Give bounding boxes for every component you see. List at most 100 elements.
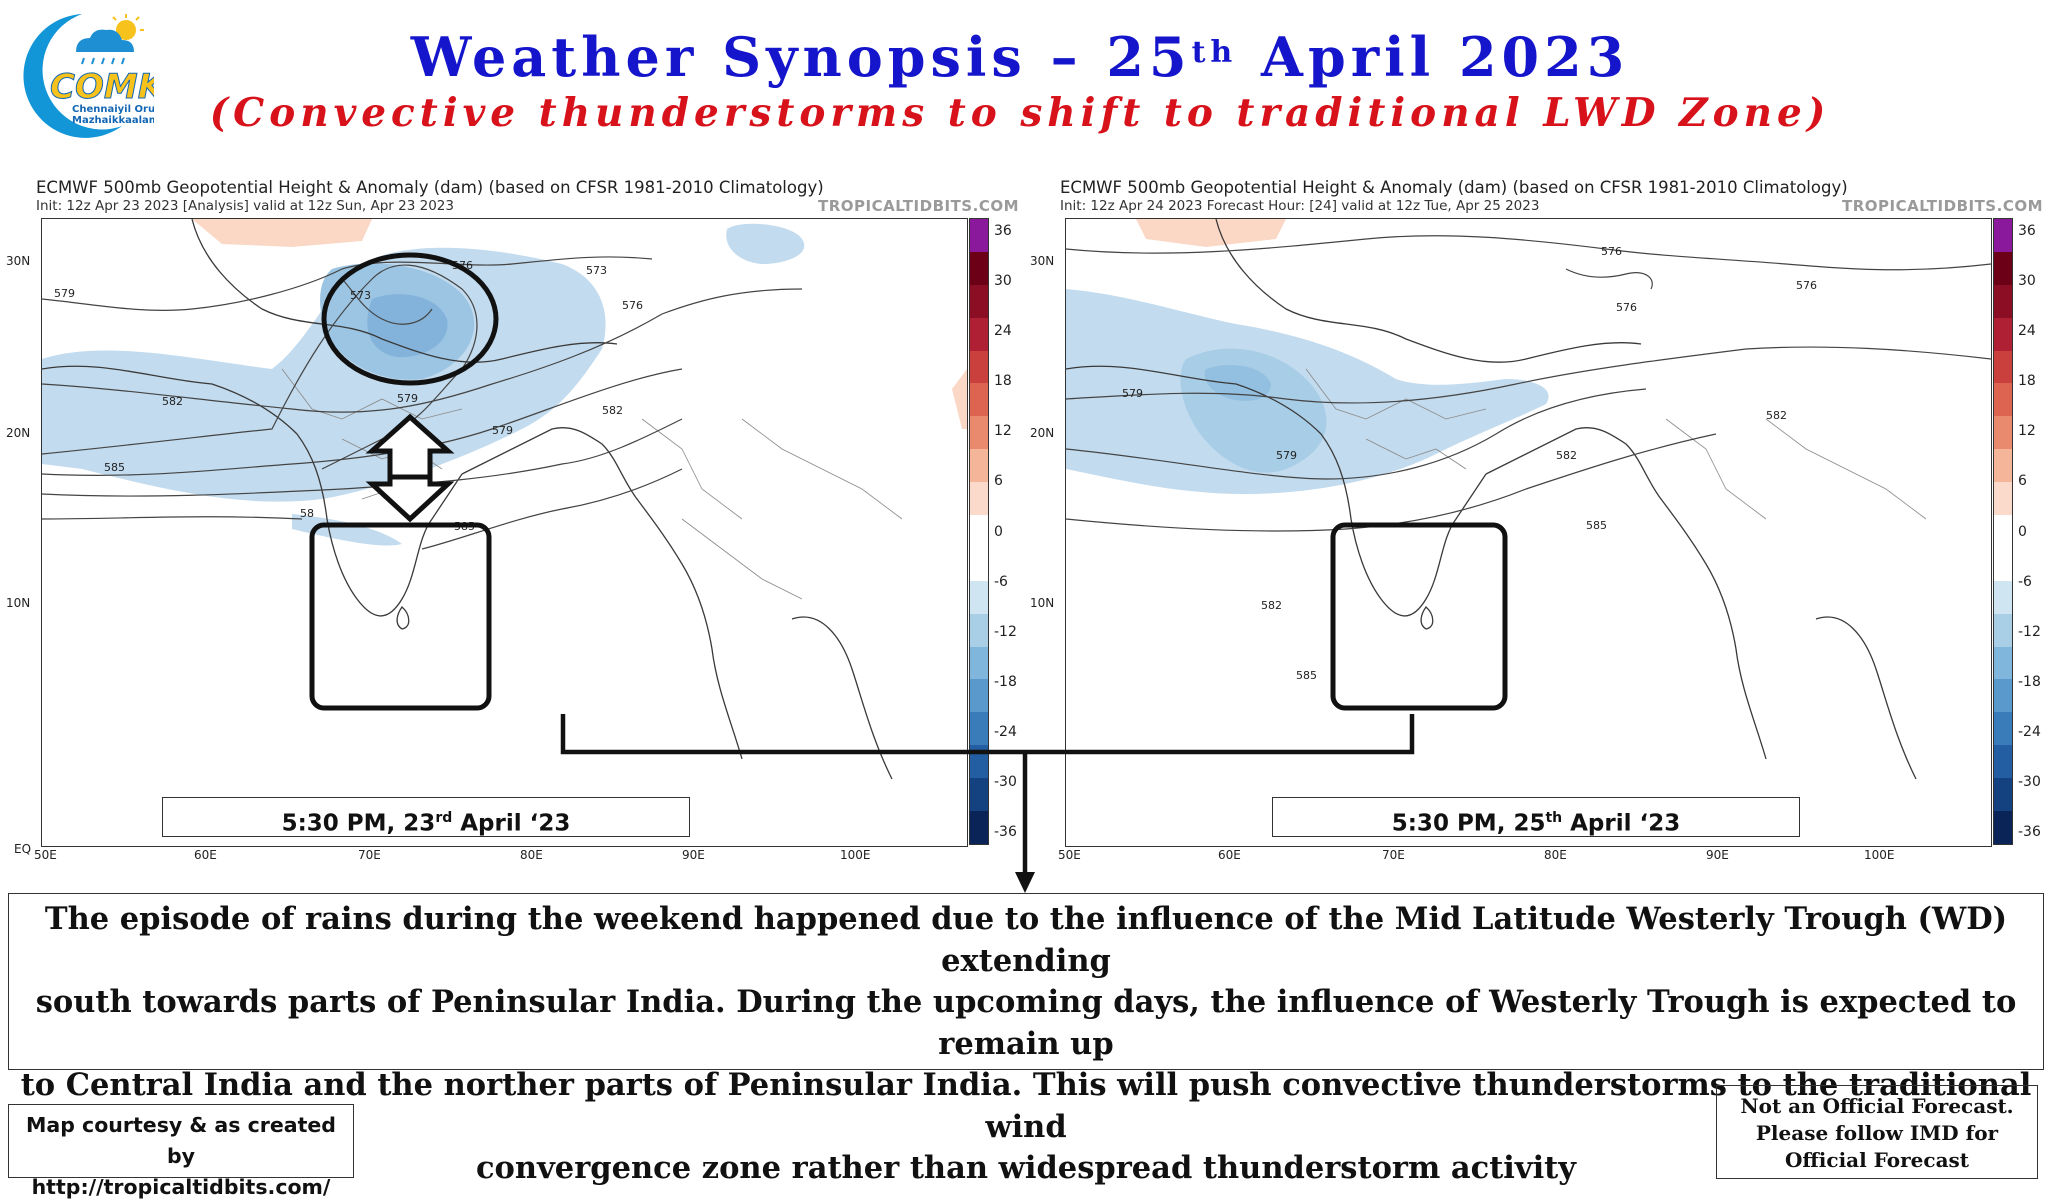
disclaimer-line: Please follow IMD for: [1755, 1121, 1999, 1145]
colorbar-label: 0: [994, 523, 1003, 540]
contour-label: 579: [1276, 449, 1297, 462]
disclaimer-line: Not an Official Forecast.: [1740, 1094, 2014, 1118]
map-header: ECMWF 500mb Geopotential Height & Anomal…: [36, 178, 824, 197]
colorbar-label: -30: [2018, 773, 2041, 790]
map-frame: 573 576 576 579 579 582 582 582 585 585 …: [41, 218, 968, 847]
colorbar-swatch: [970, 712, 988, 746]
connector-arrow: [560, 714, 1415, 893]
colorbar-swatch: [970, 317, 988, 351]
colorbar-label: 36: [994, 223, 1012, 239]
colorbar-swatch: [1994, 679, 2012, 713]
lon-label: 70E: [1382, 848, 1405, 862]
date-label-left: 5:30 PM, 23rd April ‘23: [162, 797, 690, 837]
logo-line2: Mazhaikkaalam: [72, 115, 154, 126]
colorbar-swatch: [970, 778, 988, 812]
colorbar-swatch: [1994, 284, 2012, 318]
title-sup: th: [1191, 35, 1238, 70]
map-panel-right: ECMWF 500mb Geopotential Height & Anomal…: [1030, 172, 2048, 862]
colorbar-label: -6: [2018, 573, 2032, 590]
lat-label: 20N: [1030, 426, 1055, 440]
colorbar-swatch: [970, 251, 988, 285]
lon-label: 80E: [520, 848, 543, 862]
colorbar-swatch: [970, 416, 988, 450]
contour-label: 58: [300, 507, 314, 520]
lat-label: 10N: [1030, 596, 1055, 610]
colorbar-label: 18: [994, 373, 1012, 390]
map-header: ECMWF 500mb Geopotential Height & Anomal…: [1060, 178, 1848, 197]
date-suffix: April ‘23: [452, 810, 571, 837]
date-prefix: 5:30 PM, 23: [281, 810, 436, 837]
lon-label: 60E: [194, 848, 217, 862]
synopsis-line: The episode of rains during the weekend …: [44, 901, 2008, 979]
date-suffix: April ‘23: [1562, 810, 1681, 837]
colorbar-swatch: [970, 449, 988, 483]
colorbar-swatch: [970, 547, 988, 581]
disclaimer: Not an Official Forecast. Please follow …: [1716, 1085, 2038, 1179]
colorbar-swatch: [970, 646, 988, 680]
contour-label: 585: [1586, 519, 1607, 532]
lon-label: 50E: [1058, 848, 1081, 862]
colorbar-label: -24: [2018, 723, 2041, 740]
contour-label: 579: [492, 424, 513, 437]
colorbar-swatch: [1994, 251, 2012, 285]
contour-label: 582: [162, 395, 183, 408]
colorbar-label: 6: [994, 473, 1003, 490]
colorbar-swatch: [1994, 383, 2012, 417]
date-prefix: 5:30 PM, 25: [1391, 810, 1546, 837]
colorbar-swatch: [970, 482, 988, 516]
colorbar-label: 12: [2018, 423, 2036, 440]
colorbar-label: 30: [2018, 273, 2036, 290]
colorbar-label: -12: [2018, 623, 2041, 640]
colorbar-swatch: [970, 811, 988, 844]
lat-label: 10N: [6, 596, 31, 610]
colorbar-swatch: [1994, 646, 2012, 680]
colorbar-label: 18: [2018, 373, 2036, 390]
synopsis-line: to Central India and the norther parts o…: [20, 1067, 2032, 1145]
page-subtitle: (Convective thunderstorms to shift to tr…: [209, 90, 1831, 136]
contour-label: 582: [1261, 599, 1282, 612]
contour-label: 573: [586, 264, 607, 277]
synopsis-text: The episode of rains during the weekend …: [8, 893, 2044, 1186]
colorbar-label: 24: [994, 323, 1012, 340]
colorbar-swatch: [970, 219, 988, 252]
colorbar-swatch: [1994, 317, 2012, 351]
courtesy-link[interactable]: http://tropicaltidbits.com/: [31, 1175, 331, 1199]
colorbar-swatch: [1994, 219, 2012, 252]
map-watermark: TROPICALTIDBITS.COM: [818, 197, 1019, 215]
colorbar-label: 12: [994, 423, 1012, 440]
colorbar-label: -24: [994, 723, 1017, 740]
colorbar-label: 24: [2018, 323, 2036, 340]
colorbar-label: 0: [2018, 523, 2027, 540]
map-subheader: Init: 12z Apr 23 2023 [Analysis] valid a…: [36, 198, 454, 214]
contour-label: 585: [104, 461, 125, 474]
colorbar-label: -36: [2018, 824, 2041, 840]
date-sup: th: [1545, 810, 1563, 826]
lat-label: 30N: [1030, 254, 1055, 268]
colorbar-swatch: [970, 284, 988, 318]
lon-label: 60E: [1218, 848, 1241, 862]
colorbar-label: -18: [2018, 673, 2041, 690]
contour-label: 582: [1556, 449, 1577, 462]
contour-label: 576: [1601, 245, 1622, 258]
lon-label: 70E: [358, 848, 381, 862]
colorbar-swatch: [1994, 449, 2012, 483]
lon-label: 80E: [1544, 848, 1567, 862]
colorbar-swatch: [1994, 613, 2012, 647]
title-suffix: April 2023: [1237, 25, 1630, 89]
colorbar-swatch: [970, 679, 988, 713]
map-frame: 576 576 576 579 579 582 582 582 585 585: [1065, 218, 1992, 847]
colorbar-swatch: [1994, 580, 2012, 614]
colorbar-label: -30: [994, 773, 1017, 790]
contour-label: 582: [602, 404, 623, 417]
contour-label: 576: [1616, 301, 1637, 314]
contour-label: 576: [1796, 279, 1817, 292]
map-panel-left: ECMWF 500mb Geopotential Height & Anomal…: [6, 172, 1041, 862]
date-label-right: 5:30 PM, 25th April ‘23: [1272, 797, 1800, 837]
comk-logo: COMK Chennaiyil Oru Mazhaikkaalam: [4, 6, 167, 141]
colorbar-swatch: [970, 350, 988, 384]
title-prefix: Weather Synopsis – 25: [410, 25, 1192, 89]
page-title: Weather Synopsis – 25th April 2023: [200, 24, 1840, 90]
lat-label: 30N: [6, 254, 31, 268]
contour-label: 585: [1296, 669, 1317, 682]
colorbar-label: -12: [994, 623, 1017, 640]
